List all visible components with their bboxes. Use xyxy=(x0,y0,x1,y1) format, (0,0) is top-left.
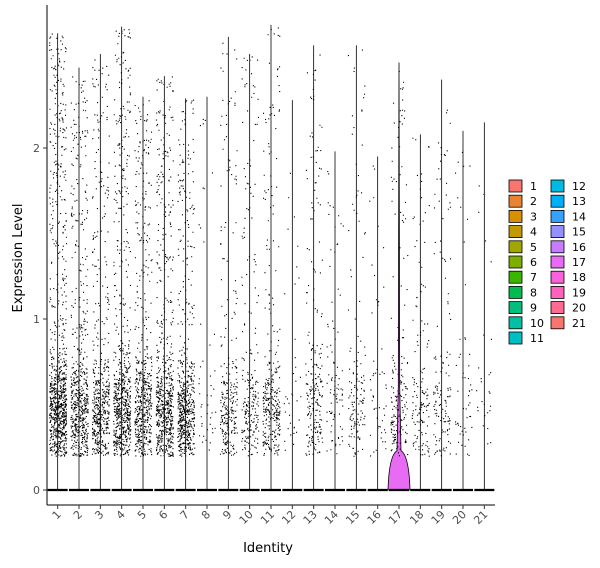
x-tick-label: 8 xyxy=(199,508,213,522)
legend-label-17: 17 xyxy=(572,256,586,269)
y-tick-label: 2 xyxy=(33,142,40,155)
legend-label-15: 15 xyxy=(572,226,586,239)
x-tick-label: 12 xyxy=(279,508,298,527)
legend-label-8: 8 xyxy=(530,286,537,299)
x-tick-label: 9 xyxy=(220,508,234,522)
x-tick-label: 2 xyxy=(71,508,85,522)
x-tick-label: 10 xyxy=(237,508,256,527)
x-tick-label: 6 xyxy=(156,508,170,522)
legend-key-15 xyxy=(550,225,565,239)
legend-label-18: 18 xyxy=(572,271,586,284)
legend-key-12 xyxy=(550,179,565,193)
x-tick-label: 5 xyxy=(135,508,149,522)
legend-label-10: 10 xyxy=(530,317,544,330)
x-tick-label: 19 xyxy=(429,508,448,527)
y-axis-title: Expression Level xyxy=(11,203,26,312)
legend-key-18 xyxy=(550,270,565,284)
legend-key-21 xyxy=(550,316,565,330)
legend-key-10 xyxy=(508,316,523,330)
x-axis: 1 2 3 4 5 6 7 8 9 10 11 12 13 14 15 16 17 18 19 20 21 xyxy=(50,505,490,527)
legend-key-17 xyxy=(550,255,565,269)
x-tick-label: 3 xyxy=(92,508,106,522)
legend-label-9: 9 xyxy=(530,302,537,315)
legend-key-5 xyxy=(508,240,523,254)
legend-label-12: 12 xyxy=(572,180,586,193)
legend-key-3 xyxy=(508,209,523,223)
legend-label-1: 1 xyxy=(530,180,537,193)
x-tick-label: 11 xyxy=(258,508,277,527)
legend-key-16 xyxy=(550,240,565,254)
legend-label-7: 7 xyxy=(530,271,537,284)
legend-label-11: 11 xyxy=(530,332,544,345)
legend-label-6: 6 xyxy=(530,256,537,269)
legend-key-2 xyxy=(508,194,523,208)
legend-label-20: 20 xyxy=(572,302,586,315)
x-tick-label: 15 xyxy=(343,508,362,527)
legend-label-19: 19 xyxy=(572,286,586,299)
x-tick-label: 21 xyxy=(471,508,490,527)
legend-key-8 xyxy=(508,285,523,299)
x-tick-label: 18 xyxy=(407,508,426,527)
y-tick-label: 0 xyxy=(33,484,40,497)
legend-label-13: 13 xyxy=(572,195,586,208)
legend-key-14 xyxy=(550,209,565,223)
legend-label-14: 14 xyxy=(572,210,586,223)
x-tick-label: 16 xyxy=(365,508,384,527)
legend-key-7 xyxy=(508,270,523,284)
x-axis-title: Identity xyxy=(243,541,293,556)
x-tick-label: 20 xyxy=(450,508,469,527)
legend-label-3: 3 xyxy=(530,210,537,223)
legend-key-20 xyxy=(550,301,565,315)
legend-label-21: 21 xyxy=(572,317,586,330)
violin-17 xyxy=(387,62,411,491)
x-tick-label: 1 xyxy=(50,508,64,522)
violins-layer xyxy=(47,24,495,492)
legend-label-5: 5 xyxy=(530,241,537,254)
legend-label-16: 16 xyxy=(572,241,586,254)
legend-key-11 xyxy=(508,331,523,345)
x-tick-label: 13 xyxy=(301,508,320,527)
x-tick-label: 4 xyxy=(114,508,128,522)
legend-key-9 xyxy=(508,301,523,315)
x-tick-label: 14 xyxy=(322,508,341,527)
y-axis: 0 1 2 xyxy=(33,142,47,497)
legend-key-19 xyxy=(550,285,565,299)
legend-label-2: 2 xyxy=(530,195,537,208)
legend-label-4: 4 xyxy=(530,226,537,239)
legend-key-4 xyxy=(508,225,523,239)
legend-key-1 xyxy=(508,179,523,193)
legend-key-6 xyxy=(508,255,523,269)
legend-key-13 xyxy=(550,194,565,208)
x-tick-label: 7 xyxy=(178,508,192,522)
y-tick-label: 1 xyxy=(33,313,40,326)
x-tick-label: 17 xyxy=(386,508,405,527)
